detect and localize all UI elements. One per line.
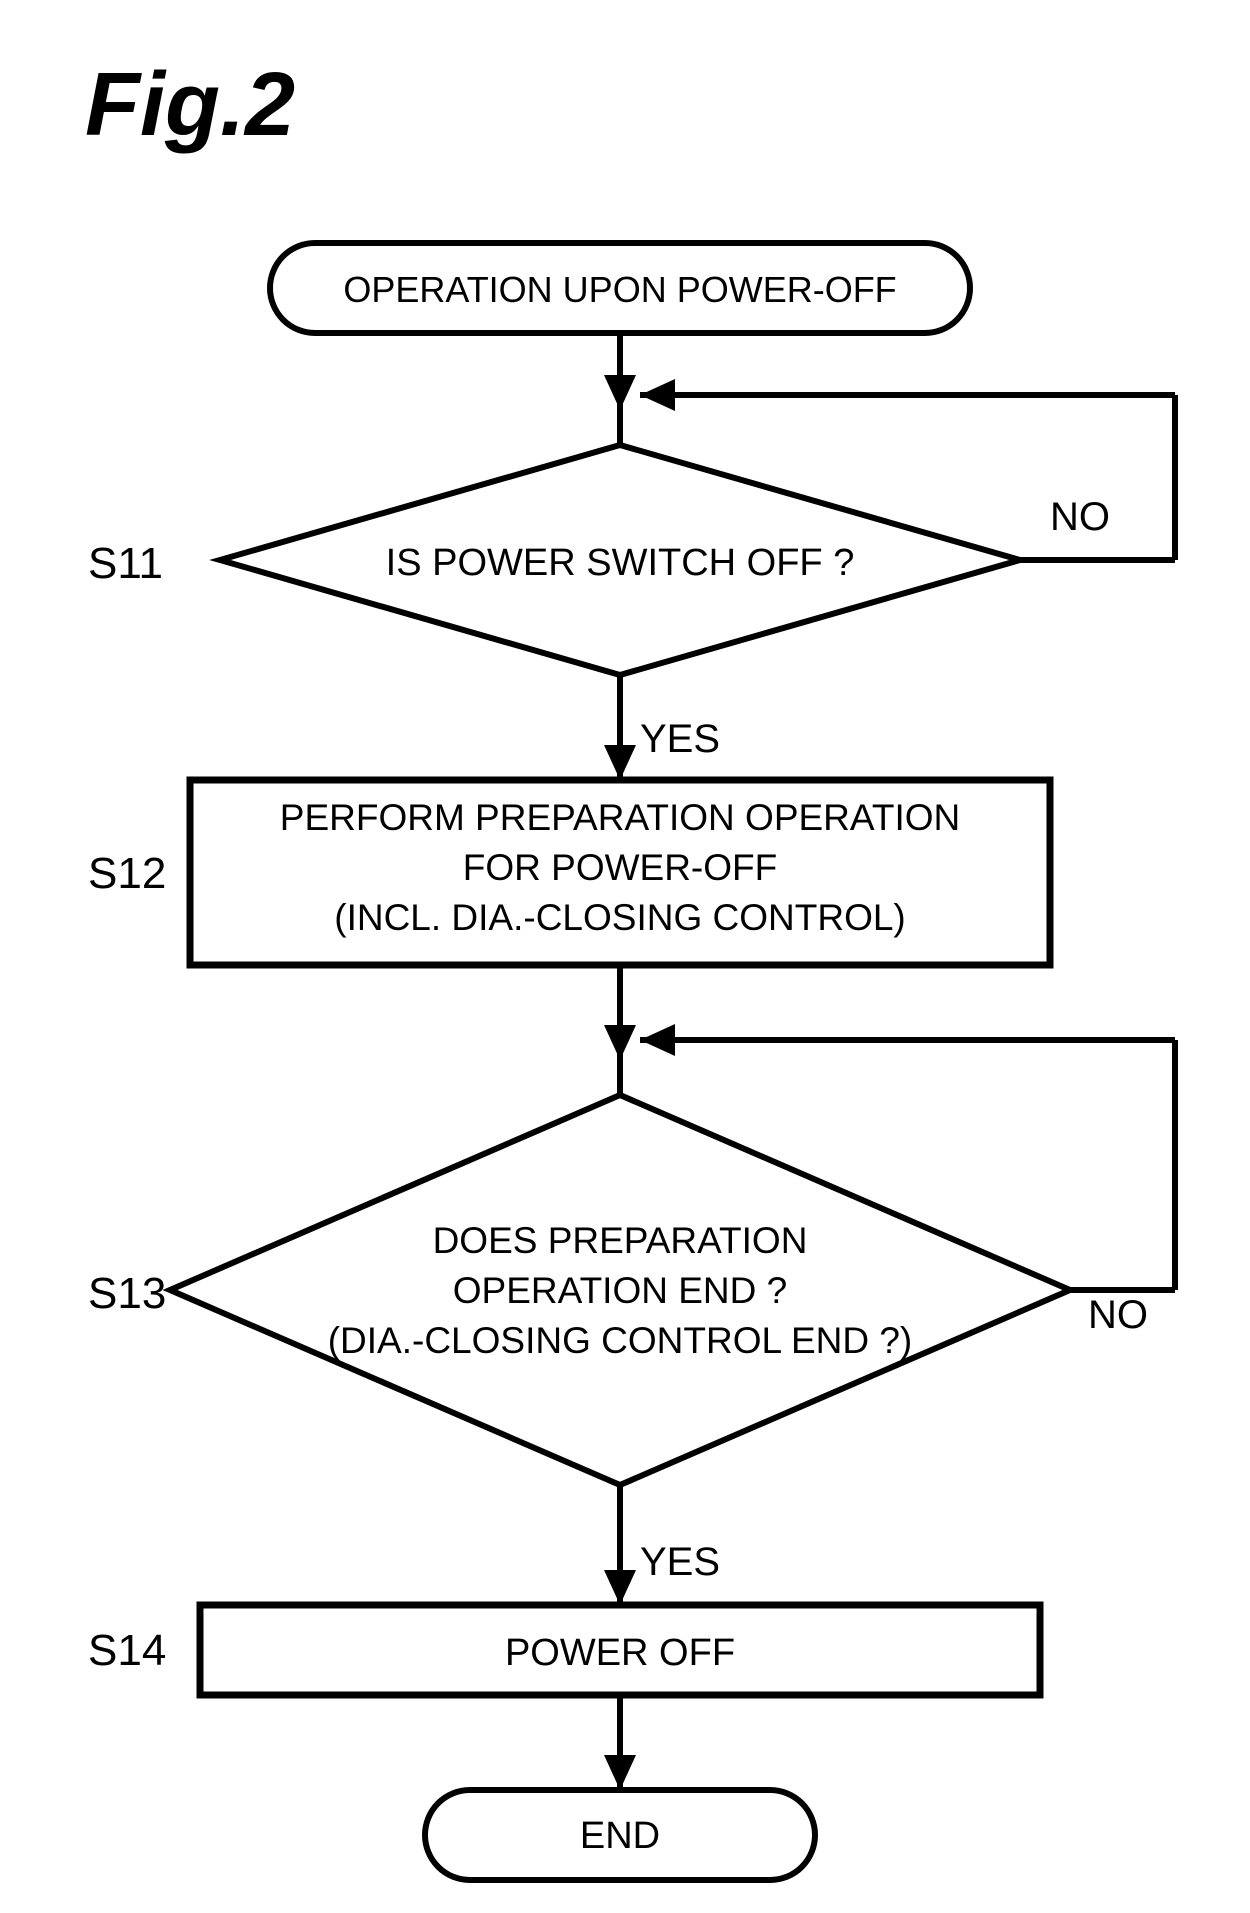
s14-label: POWER OFF bbox=[505, 1632, 735, 1674]
s12-process: PERFORM PREPARATION OPERATION FOR POWER-… bbox=[190, 780, 1050, 965]
s14-process: POWER OFF bbox=[200, 1605, 1040, 1695]
s13-line3: (DIA.-CLOSING CONTROL END ?) bbox=[328, 1320, 913, 1361]
flowchart-diagram: Fig.2 OPERATION UPON POWER-OFF IS POWER … bbox=[0, 0, 1250, 1913]
s11-no-label: NO bbox=[1050, 495, 1110, 539]
s14-step: S14 bbox=[88, 1626, 166, 1675]
start-label: OPERATION UPON POWER-OFF bbox=[343, 269, 896, 310]
start-node: OPERATION UPON POWER-OFF bbox=[270, 243, 970, 333]
s11-label: IS POWER SWITCH OFF ? bbox=[386, 542, 855, 584]
s13-decision: DOES PREPARATION OPERATION END ? (DIA.-C… bbox=[170, 1095, 1070, 1485]
s13-yes-label: YES bbox=[640, 1540, 720, 1584]
figure-title: Fig.2 bbox=[85, 55, 295, 155]
s13-line1: DOES PREPARATION bbox=[433, 1220, 808, 1261]
s12-step: S12 bbox=[88, 849, 166, 898]
s12-line3: (INCL. DIA.-CLOSING CONTROL) bbox=[334, 897, 906, 938]
s13-line2: OPERATION END ? bbox=[453, 1270, 787, 1311]
s12-line2: FOR POWER-OFF bbox=[463, 847, 777, 888]
s12-line1: PERFORM PREPARATION OPERATION bbox=[280, 797, 960, 838]
end-label: END bbox=[580, 1815, 660, 1857]
s11-decision: IS POWER SWITCH OFF ? bbox=[220, 445, 1020, 675]
end-node: END bbox=[425, 1790, 815, 1880]
s13-step: S13 bbox=[88, 1269, 166, 1318]
s13-no-label: NO bbox=[1088, 1293, 1148, 1337]
s11-step: S11 bbox=[88, 539, 163, 588]
s11-yes-label: YES bbox=[640, 717, 720, 761]
